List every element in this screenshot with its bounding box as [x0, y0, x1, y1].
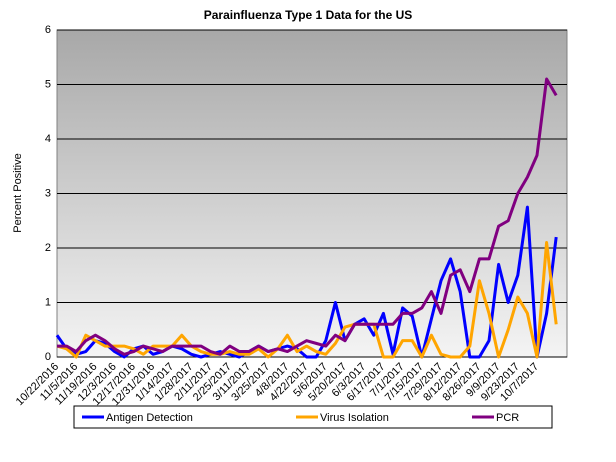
y-tick-label: 3	[45, 187, 51, 199]
y-tick-label: 4	[45, 133, 51, 145]
legend-label: Virus Isolation	[320, 412, 389, 424]
series-line	[56, 241, 558, 359]
y-axis-label: Percent Positive	[12, 153, 24, 232]
legend-label: Antigen Detection	[106, 412, 193, 424]
y-tick-label: 0	[45, 351, 51, 363]
y-tick-label: 6	[45, 24, 51, 36]
y-tick-label: 2	[45, 242, 51, 254]
chart-title: Parainfluenza Type 1 Data for the US	[204, 8, 413, 22]
y-tick-label: 5	[45, 78, 51, 90]
y-tick-label: 1	[45, 296, 51, 308]
legend-label: PCR	[496, 412, 519, 424]
series-line	[57, 77, 558, 356]
